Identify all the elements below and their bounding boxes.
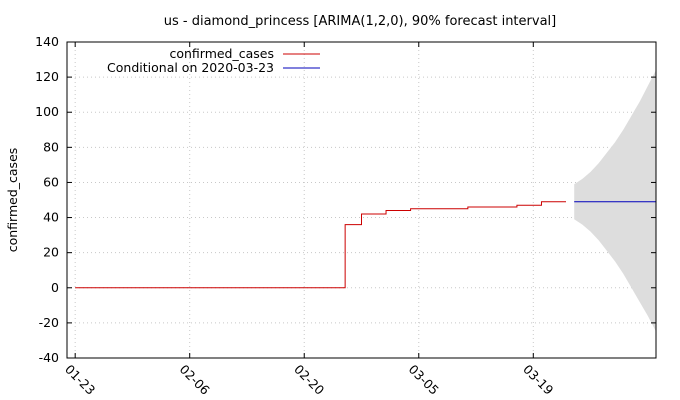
series-line-confirmed-cases bbox=[75, 201, 567, 289]
y-tick-label: 120 bbox=[35, 69, 59, 84]
grid bbox=[67, 42, 656, 358]
x-tick-label: 02-06 bbox=[177, 362, 213, 398]
y-axis-label: confirmed_cases bbox=[5, 148, 20, 253]
forecast-interval-layer bbox=[574, 70, 656, 332]
plot-frame bbox=[66, 41, 657, 359]
y-tick-label: 140 bbox=[35, 34, 59, 49]
y-tick-label: 60 bbox=[43, 174, 59, 189]
legend-label: Conditional on 2020-03-23 bbox=[107, 60, 274, 75]
x-tick-label: 01-23 bbox=[62, 362, 98, 398]
y-tick-label: 80 bbox=[43, 139, 59, 154]
y-tick-label: -40 bbox=[39, 350, 59, 365]
y-tick-label: -20 bbox=[39, 315, 59, 330]
x-axis: 01-23 02-06 02-20 03-05 03-19 bbox=[62, 42, 556, 398]
y-tick-label: 20 bbox=[43, 245, 59, 260]
y-axis: -40 -20 0 20 40 60 80 100 120 140 bbox=[35, 34, 656, 365]
x-tick-label: 03-19 bbox=[520, 362, 556, 398]
forecast-interval-band bbox=[574, 70, 656, 332]
x-tick-label: 02-20 bbox=[291, 362, 327, 398]
chart-title: us - diamond_princess [ARIMA(1,2,0), 90%… bbox=[164, 14, 556, 29]
x-tick-label: 03-05 bbox=[406, 362, 442, 398]
y-tick-label: 0 bbox=[51, 280, 59, 295]
legend-label: confirmed_cases bbox=[169, 46, 274, 61]
y-tick-label: 40 bbox=[43, 210, 59, 225]
series-layer bbox=[75, 201, 656, 289]
y-tick-label: 100 bbox=[35, 104, 59, 119]
